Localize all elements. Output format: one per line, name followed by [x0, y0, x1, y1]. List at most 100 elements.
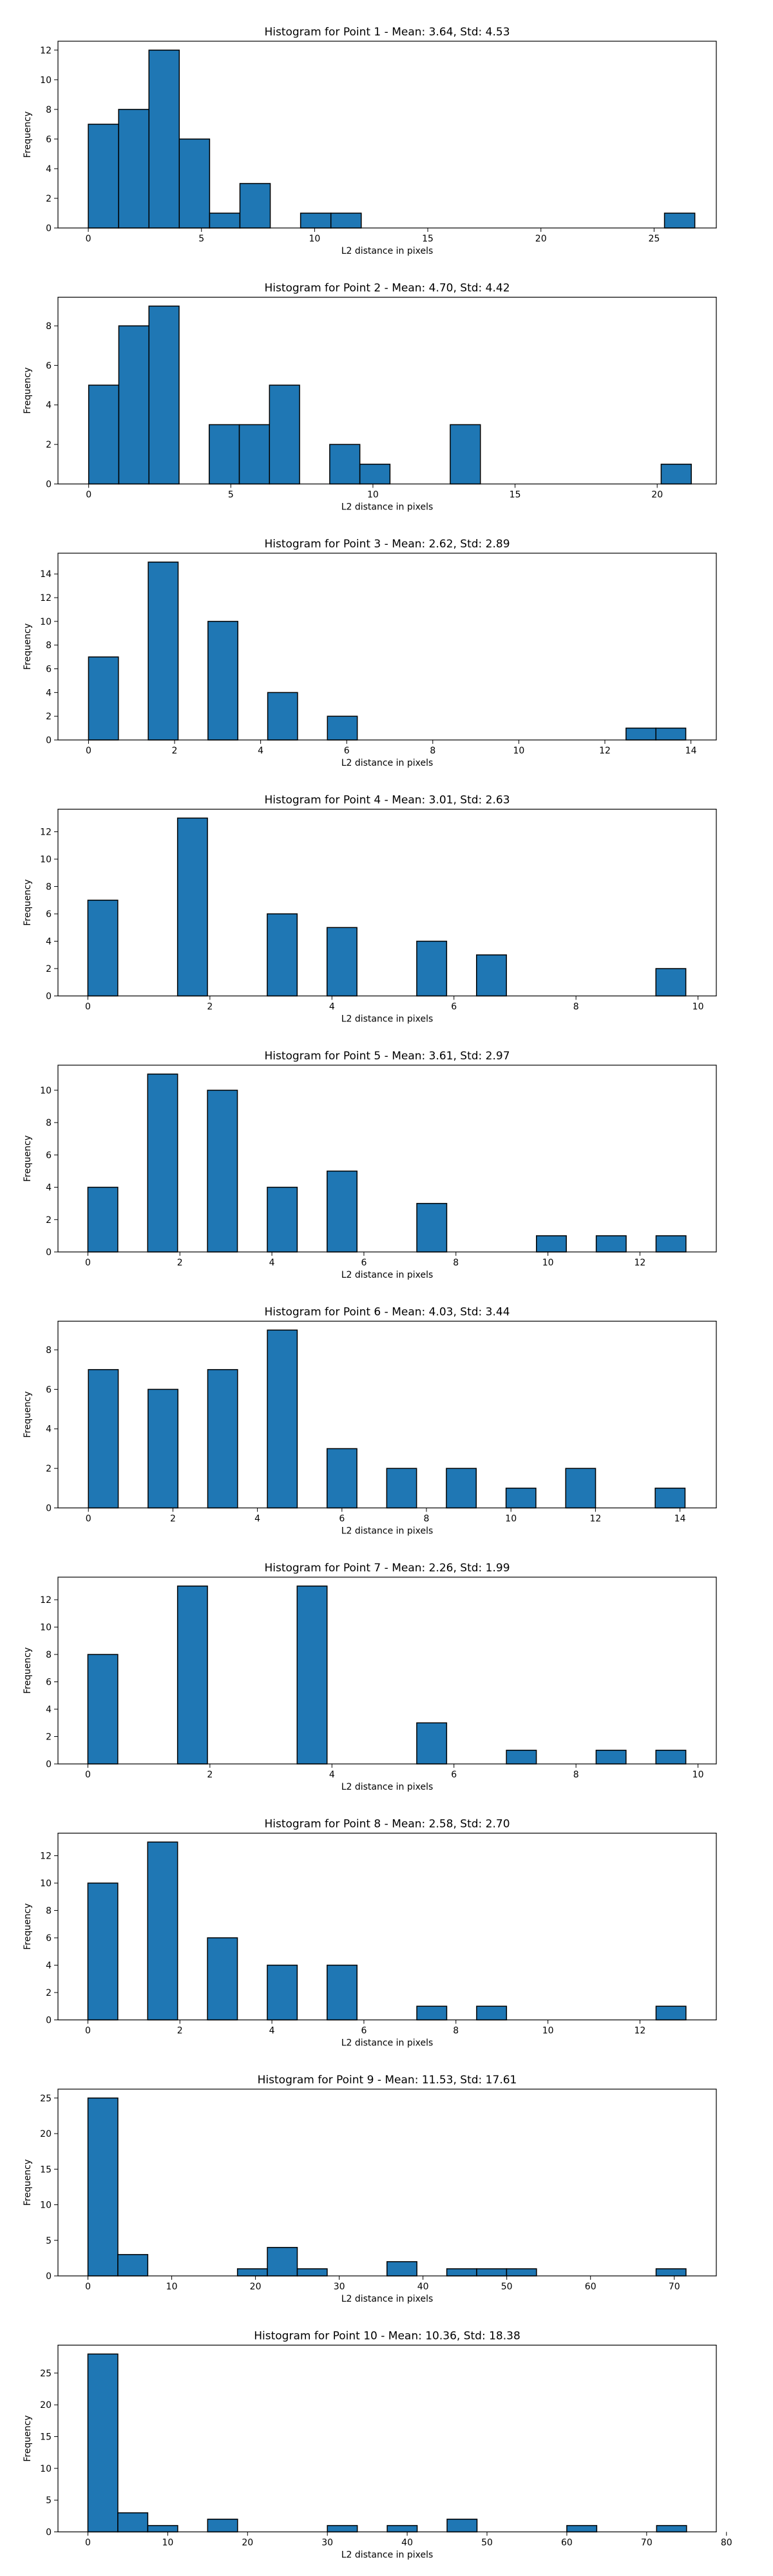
- y-tick-label: 8: [46, 641, 52, 651]
- histogram-bar: [296, 2268, 328, 2277]
- histogram-bar: [87, 1882, 119, 2021]
- y-tick-label: 6: [46, 665, 52, 675]
- histogram-bar: [147, 2524, 178, 2533]
- x-tick-label: 20: [535, 234, 547, 244]
- y-tick-label: 5: [46, 2496, 52, 2506]
- x-tick-label: 12: [635, 2026, 646, 2036]
- x-tick-label: 10: [542, 1258, 554, 1268]
- x-tick-label: 30: [334, 2282, 345, 2292]
- chart-title: Histogram for Point 3 - Mean: 2.62, Std:…: [264, 538, 510, 551]
- x-axis-label: L2 distance in pixels: [341, 2294, 434, 2304]
- histogram-point-3: Histogram for Point 3 - Mean: 2.62, Std:…: [23, 538, 717, 768]
- x-tick-label: 10: [542, 2026, 554, 2036]
- histogram-bar: [88, 124, 119, 229]
- x-axis-label: L2 distance in pixels: [341, 758, 434, 768]
- histogram-bar: [267, 1329, 298, 1509]
- x-tick-label: 6: [344, 746, 350, 756]
- histogram-bar: [655, 727, 687, 741]
- y-tick-label: 2: [46, 1732, 52, 1743]
- histogram-bar: [88, 384, 120, 485]
- histogram-bar: [506, 1750, 537, 1765]
- x-tick-label: 80: [721, 2538, 732, 2548]
- chart-title: Histogram for Point 9 - Mean: 11.53, Std…: [258, 2074, 517, 2087]
- y-tick-label: 2: [46, 1464, 52, 1474]
- y-tick-label: 2: [46, 194, 52, 204]
- histogram-bar: [327, 715, 358, 741]
- y-tick-label: 0: [46, 1247, 52, 1258]
- histogram-bar: [147, 1074, 178, 1253]
- y-tick-label: 2: [46, 440, 52, 450]
- histogram-bar: [386, 1468, 417, 1509]
- chart-title: Histogram for Point 8 - Mean: 2.58, Std:…: [264, 1818, 510, 1831]
- histogram-bar: [416, 1722, 448, 1765]
- y-tick-label: 20: [40, 2400, 52, 2410]
- x-tick-label: 10: [513, 746, 524, 756]
- y-axis-label: Frequency: [23, 879, 33, 925]
- chart-title: Histogram for Point 7 - Mean: 2.26, Std:…: [264, 1562, 510, 1575]
- plot-frame: [57, 1065, 717, 1253]
- x-tick-label: 2: [207, 1002, 213, 1012]
- histogram-bar: [625, 727, 656, 741]
- histogram-point-7: Histogram for Point 7 - Mean: 2.26, Std:…: [23, 1562, 717, 1792]
- x-axis-label: L2 distance in pixels: [341, 502, 434, 513]
- x-tick-label: 5: [198, 234, 204, 244]
- x-tick-label: 0: [85, 1258, 91, 1268]
- y-tick-label: 8: [46, 321, 52, 332]
- histogram-bar: [326, 1448, 358, 1509]
- y-tick-label: 6: [46, 135, 52, 145]
- plot-frame: [57, 296, 717, 485]
- x-tick-label: 0: [85, 2282, 91, 2292]
- chart-title: Histogram for Point 5 - Mean: 3.61, Std:…: [264, 1050, 510, 1063]
- histogram-bar: [118, 325, 149, 485]
- y-tick-label: 10: [40, 617, 52, 627]
- x-tick-label: 8: [424, 1514, 430, 1524]
- histogram-bar: [148, 562, 179, 741]
- y-tick-label: 6: [46, 1933, 52, 1944]
- histogram-bar: [178, 138, 211, 229]
- y-tick-label: 10: [40, 75, 52, 86]
- x-tick-label: 10: [309, 234, 320, 244]
- histogram-bar: [267, 913, 298, 997]
- histogram-bar: [327, 2524, 358, 2533]
- histogram-bar: [117, 2512, 149, 2533]
- x-tick-label: 0: [86, 234, 91, 244]
- y-tick-label: 0: [46, 735, 52, 746]
- x-tick-label: 12: [635, 1258, 646, 1268]
- histogram-bar: [207, 2519, 238, 2533]
- x-tick-label: 70: [669, 2282, 680, 2292]
- histogram-bar: [329, 444, 361, 485]
- x-tick-label: 40: [417, 2282, 429, 2292]
- y-axis-label: Frequency: [23, 367, 33, 413]
- histogram-bar: [118, 109, 149, 229]
- y-tick-label: 15: [40, 2164, 52, 2175]
- plot-frame: [57, 1320, 717, 1509]
- histogram-point-10: Histogram for Point 10 - Mean: 10.36, St…: [23, 2330, 732, 2561]
- y-tick-label: 25: [40, 2094, 52, 2104]
- y-tick-label: 4: [46, 1961, 52, 1971]
- y-tick-label: 6: [46, 1678, 52, 1688]
- y-tick-label: 2: [46, 1215, 52, 1226]
- y-tick-label: 8: [46, 1906, 52, 1917]
- x-tick-label: 0: [85, 2538, 91, 2548]
- histogram-bar: [536, 1235, 567, 1253]
- histogram-bar: [386, 2524, 418, 2533]
- histogram-bar: [326, 927, 358, 997]
- y-tick-label: 4: [46, 1425, 52, 1435]
- plot-frame: [57, 2344, 717, 2533]
- y-tick-label: 0: [46, 1759, 52, 1770]
- histogram-bar: [88, 1368, 119, 1509]
- histogram-bar: [330, 213, 362, 229]
- histogram-bar: [267, 1186, 298, 1253]
- histogram-bar: [663, 213, 696, 229]
- x-tick-label: 50: [481, 2538, 493, 2548]
- y-tick-label: 5: [46, 2236, 52, 2246]
- x-tick-label: 10: [367, 490, 379, 500]
- histogram-bar: [476, 2268, 508, 2277]
- histogram-bar: [300, 213, 332, 229]
- histogram-bar: [239, 183, 271, 229]
- x-tick-label: 2: [172, 746, 178, 756]
- histogram-bar: [88, 656, 119, 741]
- y-tick-label: 0: [46, 992, 52, 1002]
- histogram-point-6: Histogram for Point 6 - Mean: 4.03, Std:…: [23, 1306, 717, 1537]
- plot-frame: [57, 2088, 717, 2277]
